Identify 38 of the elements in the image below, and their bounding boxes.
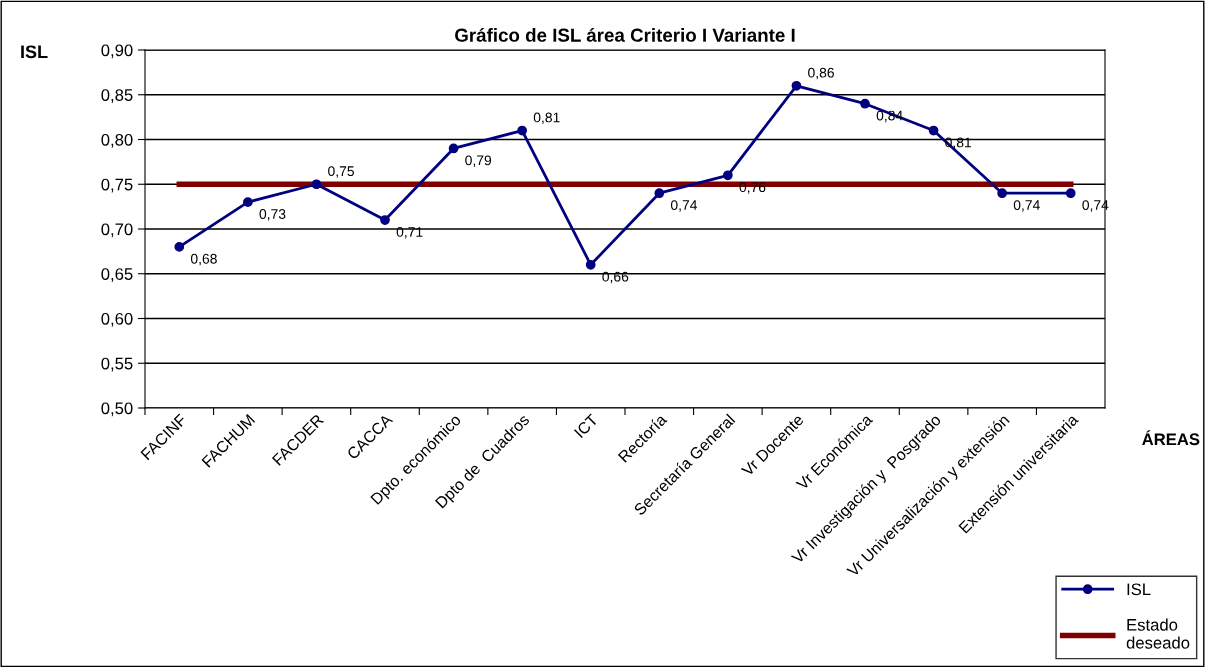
- legend-label: ISL: [1127, 583, 1151, 596]
- data-label: 0,74: [1013, 200, 1040, 212]
- y-tick-label: 0,70: [101, 223, 133, 238]
- y-axis-title: ISL: [21, 45, 48, 59]
- point: [242, 197, 253, 208]
- y-tick-label: 0,75: [101, 178, 133, 193]
- data-label: 0,75: [328, 166, 354, 178]
- point: [791, 80, 802, 91]
- point: [654, 188, 665, 199]
- y-tick-label: 0,85: [101, 89, 133, 103]
- y-tick-label: 0,55: [101, 357, 133, 372]
- y-tick-label: 0,90: [101, 44, 133, 59]
- data-label: 0,74: [670, 200, 698, 212]
- point: [448, 143, 459, 154]
- point: [585, 259, 596, 270]
- point: [860, 98, 870, 109]
- data-label: 0,86: [808, 67, 834, 80]
- data-label: 0,79: [465, 155, 492, 167]
- point: [928, 125, 939, 136]
- point: [997, 188, 1008, 199]
- y-tick-label: 0,80: [101, 133, 133, 148]
- point: [517, 125, 528, 136]
- point: [1065, 188, 1076, 199]
- y-tick-label: 0,50: [101, 402, 133, 417]
- data-label: 0,68: [190, 253, 217, 266]
- point: [722, 170, 733, 181]
- point: [380, 215, 390, 225]
- point: [174, 242, 185, 252]
- chart-title: Gráfico de ISL área Criterio I Variante I: [455, 27, 795, 42]
- y-tick-label: 0,60: [101, 312, 133, 327]
- data-label: 0,81: [533, 112, 560, 124]
- point: [311, 179, 322, 190]
- x-axis-title: ÁREAS: [1142, 430, 1200, 446]
- data-label: 0,71: [396, 227, 423, 239]
- legend-label: Estado deseado: [1126, 618, 1190, 649]
- y-tick-label: 0,65: [101, 268, 133, 282]
- x-tick-label: ICT: [573, 413, 599, 439]
- data-label: 0,73: [259, 209, 286, 221]
